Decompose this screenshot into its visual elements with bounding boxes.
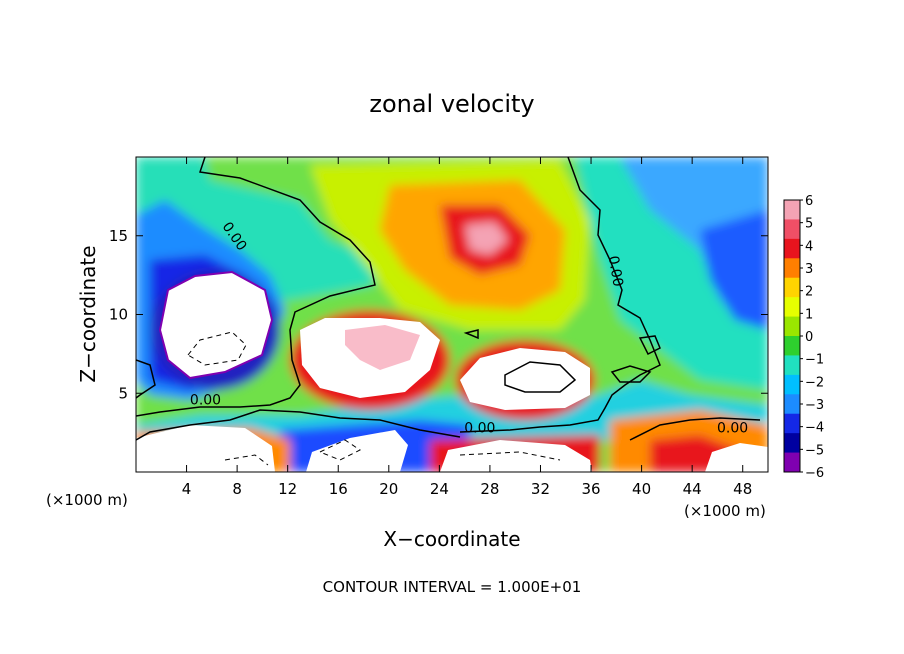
contour-neg-left — [187, 331, 247, 366]
y-tick-label: 5 — [118, 384, 128, 402]
colorbar-label: 5 — [805, 217, 813, 232]
colorbar-label: 2 — [805, 285, 813, 300]
x-unit-left: (×1000 m) — [46, 491, 128, 509]
contour-island-3 — [463, 329, 479, 340]
y-tick-label: 15 — [109, 227, 128, 245]
x-tick-label: 28 — [480, 480, 499, 498]
colorbar-swatch — [784, 297, 800, 318]
contour-interval-footer: CONTOUR INTERVAL = 1.000E+01 — [323, 578, 582, 596]
contour-zero-right — [459, 157, 661, 433]
contour-neg-bottom-left — [224, 454, 269, 466]
y-tick-label: 10 — [109, 306, 128, 324]
colorbar-swatch — [784, 355, 800, 376]
contour-ring-center-right — [504, 361, 577, 393]
saturated-region-bottom-left — [136, 425, 275, 472]
x-tick-label: 36 — [581, 480, 600, 498]
colorbar-swatch — [784, 452, 800, 473]
contour-dashed-lines — [187, 331, 561, 466]
colorbar-swatch — [784, 413, 800, 434]
x-tick-label: 48 — [733, 480, 752, 498]
contour-lines — [136, 157, 761, 441]
chart-title: zonal velocity — [369, 90, 534, 118]
saturated-pink-inner — [345, 325, 420, 370]
colorbar-swatch — [784, 258, 800, 279]
contour-zero-left-edge — [136, 359, 156, 399]
y-axis-label: Z−coordinate — [76, 245, 100, 382]
colorbar-label: −6 — [805, 466, 824, 481]
colorbar-label: −2 — [805, 375, 824, 390]
contour-neg-bottom-center — [318, 439, 361, 461]
colorbar-label: 1 — [805, 307, 813, 322]
colorbar-swatch — [784, 200, 800, 220]
x-tick-label: 8 — [232, 480, 242, 498]
x-tick-label: 12 — [278, 480, 297, 498]
saturated-region-left — [158, 270, 274, 380]
colorbar-swatch — [784, 336, 800, 356]
x-axis-ticks: 4 8 12 16 20 24 28 32 36 40 44 48 — [182, 157, 752, 498]
colorbar-label: 6 — [805, 194, 813, 209]
x-tick-label: 24 — [430, 480, 449, 498]
contour-label: 0.00 — [717, 421, 748, 437]
contour-label: 0.00 — [605, 255, 626, 288]
colorbar-label: −4 — [805, 421, 824, 436]
x-axis-label: X−coordinate — [383, 527, 520, 551]
colorbar: 6 5 4 3 2 1 0 −1 −2 −3 −4 −5 −6 — [783, 194, 824, 481]
contour-island-1 — [610, 365, 652, 383]
heatmap-field — [136, 157, 768, 472]
x-tick-label: 44 — [683, 480, 702, 498]
field-region-pink-core — [465, 222, 508, 255]
field-region-deep-blue-right — [700, 210, 768, 330]
y-axis-ticks: 5 10 15 — [109, 227, 768, 402]
saturated-region-center-right — [460, 348, 590, 410]
contour-island-2 — [638, 335, 661, 356]
saturated-region-far-right — [705, 443, 768, 472]
colorbar-swatch — [784, 433, 800, 454]
colorbar-swatch — [784, 277, 800, 298]
colorbar-swatch — [784, 238, 800, 259]
colorbar-label: −5 — [805, 443, 824, 458]
x-tick-label: 40 — [632, 480, 651, 498]
colorbar-swatch — [784, 394, 800, 415]
colorbar-label: −3 — [805, 398, 824, 413]
colorbar-swatch — [784, 374, 800, 395]
colorbar-label: −1 — [805, 353, 824, 368]
contour-neg-bottom-right — [459, 451, 561, 461]
saturated-region-bottom-right — [440, 440, 592, 472]
contour-zero-upper — [136, 157, 376, 417]
colorbar-swatch — [784, 316, 800, 337]
colorbar-label: 0 — [805, 330, 813, 345]
contour-label: 0.00 — [190, 392, 221, 408]
x-tick-label: 20 — [379, 480, 398, 498]
contour-label: 0.00 — [464, 421, 495, 437]
colorbar-label: 3 — [805, 262, 813, 277]
colorbar-label: 4 — [805, 239, 813, 254]
contour-zero-lower-left — [136, 409, 461, 441]
x-tick-label: 16 — [329, 480, 348, 498]
colorbar-swatch — [784, 219, 800, 240]
x-unit-right: (×1000 m) — [684, 502, 766, 520]
contour-zero-lower-right — [629, 417, 761, 441]
x-tick-label: 32 — [531, 480, 550, 498]
x-tick-label: 4 — [182, 480, 192, 498]
